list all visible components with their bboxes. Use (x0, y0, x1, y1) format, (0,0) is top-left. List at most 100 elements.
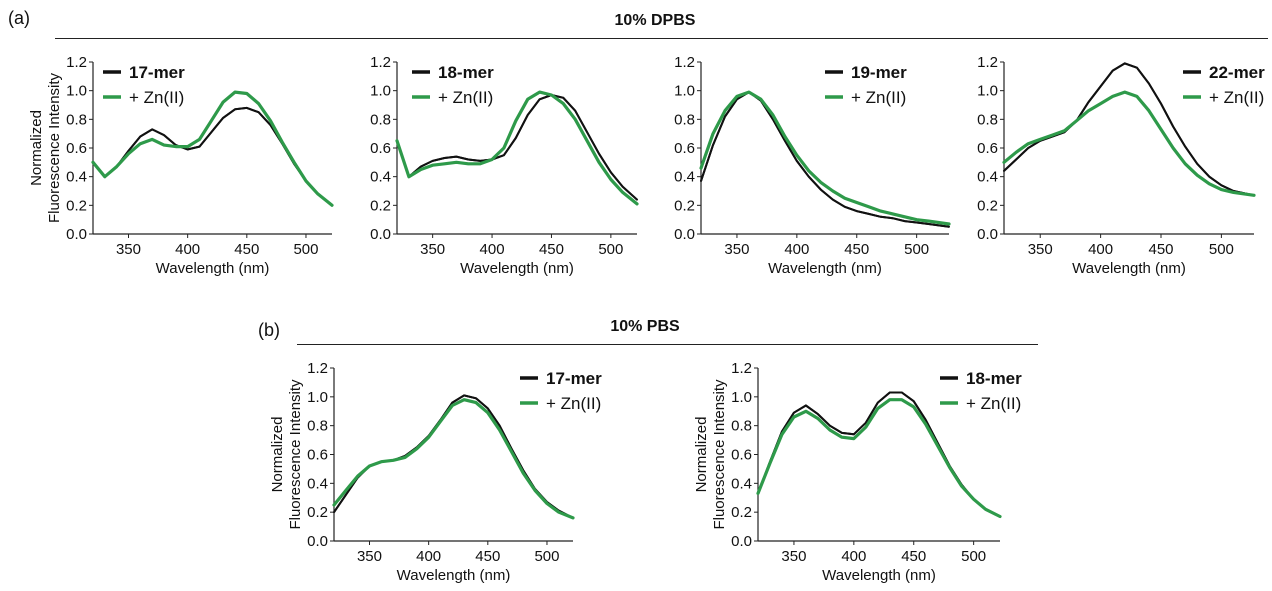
x-tick-label: 350 (357, 548, 382, 565)
legend-label: + Zn(II) (438, 88, 493, 107)
y-tick-label: 0.8 (307, 418, 328, 435)
y-tick-label: 1.2 (731, 360, 752, 377)
x-tick-label: 500 (534, 548, 559, 565)
x-tick-label: 400 (784, 241, 809, 258)
y-tick-label: 0.8 (370, 111, 391, 128)
y-tick-label: 0.2 (674, 197, 695, 214)
x-tick-label: 500 (598, 241, 623, 258)
x-axis-label: Wavelength (nm) (397, 567, 511, 584)
legend-label: 19-mer (851, 63, 907, 82)
x-tick-label: 400 (841, 548, 866, 565)
y-tick-label: 0.8 (674, 111, 695, 128)
y-tick-label: 1.0 (674, 83, 695, 100)
x-tick-label: 350 (781, 548, 806, 565)
section-b-rule (297, 344, 1038, 345)
y-tick-label: 0.4 (674, 169, 695, 186)
y-tick-label: 0.0 (674, 226, 695, 243)
x-tick-label: 400 (416, 548, 441, 565)
y-tick-label: 0.2 (370, 197, 391, 214)
y-tick-label: 0.6 (370, 140, 391, 157)
x-tick-label: 450 (539, 241, 564, 258)
y-tick-label: 0.2 (977, 197, 998, 214)
y-tick-label: 0.6 (731, 447, 752, 464)
x-tick-label: 450 (234, 241, 259, 258)
x-axis-label: Wavelength (nm) (460, 260, 574, 277)
y-tick-label: 1.2 (674, 54, 695, 71)
y-tick-label: 0.0 (731, 533, 752, 550)
y-tick-label: 0.0 (977, 226, 998, 243)
y-tick-label: 1.0 (66, 83, 87, 100)
x-tick-label: 450 (901, 548, 926, 565)
x-tick-label: 500 (1209, 241, 1234, 258)
legend-label: + Zn(II) (851, 88, 906, 107)
legend-label: + Zn(II) (1209, 88, 1264, 107)
y-tick-label: 0.4 (307, 475, 328, 492)
y-tick-label: 0.8 (977, 111, 998, 128)
y-tick-label: 0.6 (307, 447, 328, 464)
x-tick-label: 350 (420, 241, 445, 258)
legend-label: + Zn(II) (129, 88, 184, 107)
y-tick-label: 1.2 (66, 54, 87, 71)
y-tick-label: 1.0 (731, 389, 752, 406)
y-tick-label: 0.2 (731, 504, 752, 521)
series-line-dna-under (757, 391, 1001, 518)
x-tick-label: 450 (1148, 241, 1173, 258)
y-axis-label: NormalizedFluorescence Intensity (28, 72, 63, 223)
series-line-dna (757, 391, 1001, 518)
y-axis-label: NormalizedFluorescence Intensity (693, 379, 728, 530)
y-tick-label: 0.4 (66, 169, 87, 186)
y-tick-label: 0.6 (66, 140, 87, 157)
y-tick-label: 0.8 (66, 111, 87, 128)
y-tick-label: 1.0 (977, 83, 998, 100)
section-b-title: 10% PBS (610, 318, 680, 335)
y-tick-label: 1.0 (307, 389, 328, 406)
section-a-rule (55, 38, 1268, 39)
legend-label: 17-mer (546, 369, 602, 388)
legend-label: 22-mer (1209, 63, 1265, 82)
y-tick-label: 1.2 (370, 54, 391, 71)
x-tick-label: 450 (475, 548, 500, 565)
y-tick-label: 0.0 (370, 226, 391, 243)
legend-label: + Zn(II) (546, 394, 601, 413)
y-tick-label: 0.4 (731, 475, 752, 492)
x-tick-label: 350 (724, 241, 749, 258)
y-tick-label: 0.8 (731, 418, 752, 435)
legend-label: 18-mer (438, 63, 494, 82)
y-tick-label: 0.0 (66, 226, 87, 243)
y-tick-label: 0.2 (307, 504, 328, 521)
y-tick-label: 0.6 (977, 140, 998, 157)
panel-a-label: (a) (8, 8, 30, 28)
x-tick-label: 350 (116, 241, 141, 258)
x-tick-label: 350 (1028, 241, 1053, 258)
legend-label: + Zn(II) (966, 394, 1021, 413)
x-tick-label: 400 (1088, 241, 1113, 258)
series-line-zn (395, 90, 639, 206)
x-tick-label: 500 (961, 548, 986, 565)
x-tick-label: 500 (904, 241, 929, 258)
y-axis-label: NormalizedFluorescence Intensity (269, 379, 304, 530)
x-axis-label: Wavelength (nm) (1072, 260, 1186, 277)
series-line-zn (332, 398, 575, 520)
series-line-zn (699, 90, 951, 226)
legend-label: 17-mer (129, 63, 185, 82)
y-tick-label: 0.6 (674, 140, 695, 157)
x-tick-label: 450 (844, 241, 869, 258)
series-line-zn (1002, 90, 1256, 197)
x-tick-label: 500 (293, 241, 318, 258)
y-tick-label: 1.0 (370, 83, 391, 100)
x-tick-label: 400 (480, 241, 505, 258)
y-tick-label: 0.2 (66, 197, 87, 214)
series-line-dna-under (396, 93, 638, 201)
y-tick-label: 0.4 (977, 169, 998, 186)
section-a-title: 10% DPBS (614, 12, 696, 29)
x-axis-label: Wavelength (nm) (768, 260, 882, 277)
legend-label: 18-mer (966, 369, 1022, 388)
series-line-zn (756, 398, 1002, 519)
x-tick-label: 400 (175, 241, 200, 258)
y-tick-label: 0.4 (370, 169, 391, 186)
